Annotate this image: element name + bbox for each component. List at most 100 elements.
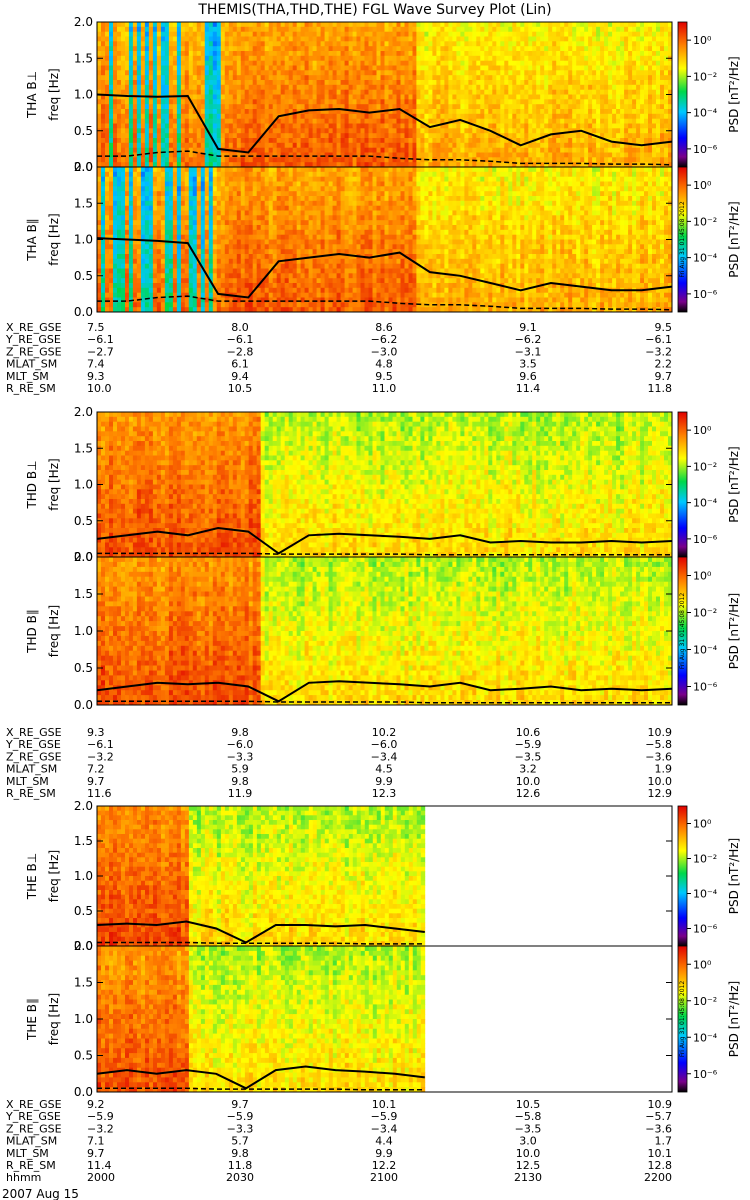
psd-cell [312, 31, 317, 37]
psd-cell [144, 113, 150, 119]
psd-cell [113, 26, 118, 32]
psd-cell [548, 133, 553, 139]
psd-cell [376, 36, 381, 42]
psd-cell [628, 128, 633, 134]
psd-cell [304, 31, 309, 37]
psd-cell [176, 22, 182, 28]
psd-cell [456, 80, 461, 86]
psd-cell [101, 297, 106, 303]
psd-cell [212, 70, 218, 76]
psd-cell [428, 113, 433, 119]
psd-cell [101, 89, 106, 95]
psd-cell [568, 152, 573, 158]
psd-cell [372, 99, 377, 105]
psd-cell [460, 94, 465, 100]
psd-cell [117, 46, 122, 52]
psd-cell [172, 31, 178, 37]
psd-cell [128, 118, 134, 124]
psd-cell [256, 22, 262, 28]
psd-cell [520, 152, 525, 158]
psd-cell [324, 157, 329, 163]
psd-cell [408, 46, 413, 52]
psd-cell [552, 65, 557, 71]
psd-cell [492, 118, 497, 124]
psd-cell [484, 55, 489, 61]
psd-cell [180, 133, 186, 139]
psd-cell [324, 51, 329, 57]
psd-cell [160, 118, 166, 124]
psd-cell [132, 210, 138, 216]
psd-cell [152, 249, 158, 255]
psd-cell [192, 138, 198, 144]
psd-cell [184, 41, 190, 47]
psd-cell [456, 113, 461, 119]
psd-cell [428, 41, 433, 47]
psd-cell [236, 26, 242, 32]
psd-cell [272, 55, 278, 61]
psd-cell [408, 22, 413, 28]
psd-cell [564, 138, 569, 144]
psd-cell [472, 113, 477, 119]
psd-cell [444, 89, 449, 95]
psd-cell [460, 26, 465, 32]
psd-cell [332, 84, 337, 90]
psd-cell [508, 152, 513, 158]
psd-cell [105, 80, 110, 86]
psd-cell [392, 128, 397, 134]
psd-cell [296, 104, 302, 110]
psd-cell [105, 41, 110, 47]
psd-cell [344, 41, 349, 47]
psd-cell [224, 75, 230, 81]
psd-cell [117, 297, 122, 303]
psd-cell [592, 41, 597, 47]
psd-cell [412, 118, 417, 124]
psd-cell [404, 147, 409, 153]
psd-cell [420, 142, 425, 148]
psd-cell [332, 142, 337, 148]
psd-cell [356, 60, 361, 66]
psd-cell [168, 181, 174, 187]
psd-cell [316, 113, 321, 119]
psd-cell [160, 152, 166, 158]
psd-cell [240, 162, 246, 168]
psd-cell [440, 104, 445, 110]
psd-cell [144, 41, 150, 47]
psd-cell [125, 249, 130, 255]
psd-cell [588, 36, 593, 42]
psd-cell [564, 41, 569, 47]
psd-cell [220, 65, 226, 71]
psd-cell [188, 26, 194, 32]
psd-cell [428, 157, 433, 163]
psd-cell [636, 70, 641, 76]
psd-cell [608, 147, 613, 153]
psd-cell [588, 22, 593, 28]
psd-cell [484, 22, 489, 28]
psd-cell [428, 162, 433, 168]
psd-cell [125, 283, 130, 289]
psd-cell [504, 22, 509, 28]
psd-cell [500, 36, 505, 42]
psd-cell [113, 297, 118, 303]
psd-cell [148, 75, 154, 81]
psd-cell [164, 171, 170, 177]
psd-cell [164, 220, 170, 226]
psd-cell [336, 109, 341, 115]
psd-cell [101, 229, 106, 235]
psd-cell [288, 46, 294, 52]
psd-cell [308, 46, 313, 52]
psd-cell [344, 99, 349, 105]
psd-cell [440, 31, 445, 37]
psd-cell [432, 113, 437, 119]
psd-cell [584, 55, 589, 61]
psd-cell [548, 31, 553, 37]
psd-cell [176, 225, 182, 231]
psd-cell [152, 234, 158, 240]
psd-cell [264, 22, 270, 28]
psd-cell [660, 133, 665, 139]
psd-cell [148, 302, 154, 308]
psd-cell [648, 89, 653, 95]
psd-cell [540, 80, 545, 86]
psd-cell [536, 118, 541, 124]
psd-cell [488, 70, 493, 76]
psd-cell [248, 65, 254, 71]
